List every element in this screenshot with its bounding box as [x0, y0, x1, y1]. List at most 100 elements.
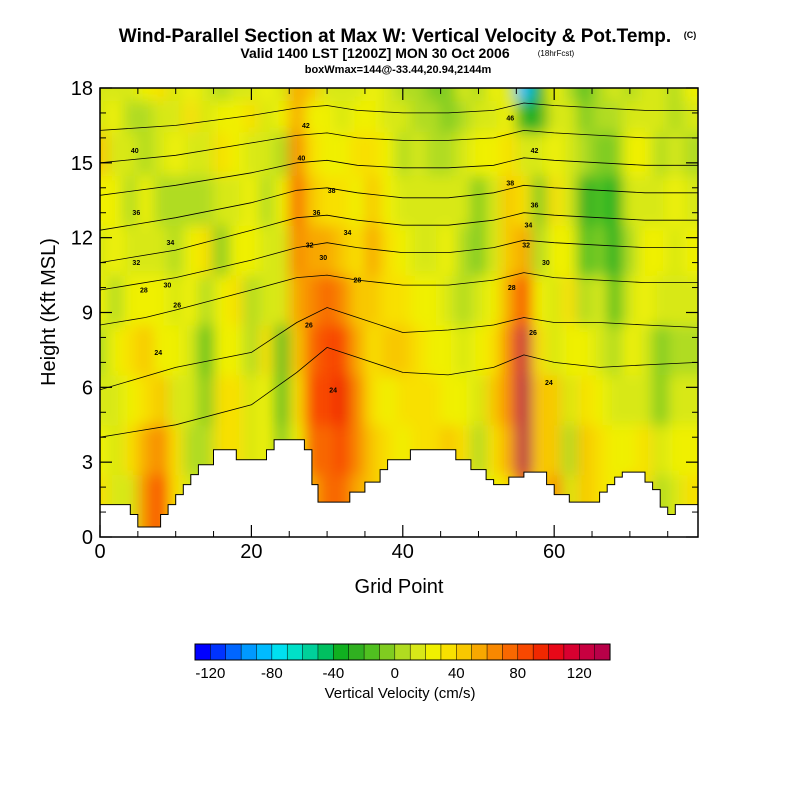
- field-cell: [622, 100, 639, 133]
- field-cell: [622, 275, 639, 326]
- field-cell: [455, 225, 472, 276]
- contour-label: 36: [132, 210, 140, 217]
- field-cell: [607, 424, 623, 476]
- field-cell: [546, 424, 563, 476]
- field-cell: [107, 88, 124, 102]
- colorbar-swatch: [302, 643, 319, 661]
- field-cell: [607, 88, 623, 102]
- field-cell: [486, 424, 502, 476]
- field-cell: [304, 175, 321, 226]
- field-cell: [289, 275, 305, 326]
- field-cell: [516, 175, 533, 226]
- field-cell: [637, 88, 654, 102]
- field-cell: [183, 88, 200, 102]
- field-cell: [168, 275, 184, 326]
- field-cell: [258, 131, 275, 176]
- field-cell: [470, 88, 487, 102]
- field-cell: [258, 100, 275, 133]
- field-cell: [334, 324, 351, 376]
- field-cell: [289, 324, 305, 376]
- field-cell: [531, 275, 548, 326]
- field-cell: [274, 131, 290, 176]
- field-cell: [274, 324, 290, 376]
- field-cell: [637, 275, 654, 326]
- field-cell: [213, 324, 230, 376]
- field-cell: [183, 324, 200, 376]
- field-cell: [319, 324, 336, 376]
- contour-label: 26: [305, 322, 313, 329]
- colorbar-label: Vertical Velocity (cm/s): [325, 685, 476, 702]
- field-cell: [137, 374, 154, 426]
- colorbar-swatch: [271, 643, 288, 661]
- field-cell: [258, 324, 275, 376]
- field-cell: [228, 175, 245, 226]
- field-cell: [440, 131, 457, 176]
- colorbar-swatch: [594, 643, 611, 661]
- field-cell: [213, 88, 230, 102]
- field-cell: [274, 88, 290, 102]
- colorbar-frame: [194, 643, 611, 661]
- field-cell: [561, 131, 578, 176]
- colorbar: [194, 643, 611, 661]
- contour-label: 36: [313, 210, 321, 217]
- field-cell: [319, 374, 336, 426]
- field-cell: [425, 324, 442, 376]
- colorbar-swatch: [240, 643, 258, 661]
- colorbar-swatch: [409, 643, 427, 661]
- field-cell: [380, 374, 396, 426]
- field-cell: [198, 275, 215, 326]
- field-cell: [304, 131, 321, 176]
- field-cell: [455, 275, 472, 326]
- field-cell: [274, 225, 290, 276]
- field-cell: [152, 324, 169, 376]
- field-cell: [289, 374, 305, 426]
- field-cell: [198, 88, 215, 102]
- field-cell: [561, 175, 578, 226]
- x-tick-label: 0: [94, 541, 105, 563]
- field-cell: [652, 88, 669, 102]
- field-cell: [243, 275, 260, 326]
- field-cell: [213, 131, 230, 176]
- field-cell: [289, 88, 305, 102]
- contour-label: 34: [166, 240, 174, 247]
- field-cell: [107, 100, 124, 133]
- field-cell: [561, 88, 578, 102]
- field-cell: [168, 225, 184, 276]
- field-cell: [410, 275, 427, 326]
- field-cell: [198, 131, 215, 176]
- field-cell: [607, 324, 623, 376]
- colorbar-tick-label: 40: [448, 665, 465, 682]
- field-cell: [183, 374, 200, 426]
- field-cell: [213, 275, 230, 326]
- field-cell: [410, 225, 427, 276]
- field-cell: [501, 100, 517, 133]
- colorbar-tick-label: 120: [567, 665, 592, 682]
- field-cell: [501, 225, 517, 276]
- field-cell: [183, 275, 200, 326]
- field-cell: [592, 275, 608, 326]
- field-cell: [546, 275, 563, 326]
- field-cell: [274, 374, 290, 426]
- field-cell: [274, 275, 290, 326]
- field-cell: [486, 374, 502, 426]
- field-cell: [667, 324, 684, 376]
- field-cell: [592, 324, 608, 376]
- field-cell: [349, 175, 366, 226]
- field-cell: [243, 374, 260, 426]
- field-cell: [137, 424, 154, 476]
- field-cell: [380, 275, 396, 326]
- chart-forecast-hours: (18hrFcst): [538, 49, 575, 58]
- field-cell: [258, 175, 275, 226]
- field-cell: [470, 131, 487, 176]
- field-cell: [168, 131, 184, 176]
- x-tick-label: 60: [543, 541, 565, 563]
- contour-label: 28: [353, 278, 361, 285]
- colorbar-swatch: [394, 643, 411, 661]
- field-cell: [152, 225, 169, 276]
- field-cell: [425, 131, 442, 176]
- isentrope-line: [100, 102, 698, 131]
- field-cell: [440, 374, 457, 426]
- contour-label: 34: [344, 230, 352, 237]
- colorbar-swatch: [286, 643, 304, 661]
